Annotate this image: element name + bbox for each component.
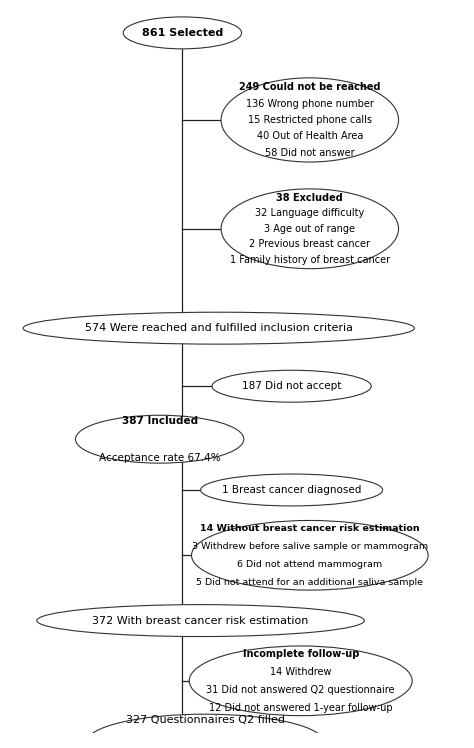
Ellipse shape [23,312,414,344]
Ellipse shape [75,415,244,463]
Text: 861 Selected: 861 Selected [142,28,223,38]
Ellipse shape [201,474,383,506]
Text: 6 Did not attend mammogram: 6 Did not attend mammogram [237,560,383,568]
Text: 187 Did not accept: 187 Did not accept [242,381,341,391]
Text: 12 Did not answered 1-year follow-up: 12 Did not answered 1-year follow-up [209,703,392,713]
Text: 372 With breast cancer risk estimation: 372 With breast cancer risk estimation [92,616,309,625]
Text: 3 Withdrew before salive sample or mammogram: 3 Withdrew before salive sample or mammo… [192,542,428,551]
Text: 14 Without breast cancer risk estimation: 14 Without breast cancer risk estimation [200,524,419,533]
Text: 15 Restricted phone calls: 15 Restricted phone calls [248,115,372,125]
Text: 5 Did not attend for an additional saliva sample: 5 Did not attend for an additional saliv… [196,577,423,586]
Text: 38 Excluded: 38 Excluded [276,193,343,203]
Text: 40 Out of Health Area: 40 Out of Health Area [256,131,363,141]
Text: 574 Were reached and fulfilled inclusion criteria: 574 Were reached and fulfilled inclusion… [85,323,353,333]
Text: 32 Language difficulty: 32 Language difficulty [255,208,365,218]
Text: 14 Withdrew: 14 Withdrew [270,666,331,677]
Ellipse shape [37,604,365,637]
Text: 387 Included: 387 Included [121,416,198,426]
Ellipse shape [189,646,412,716]
Text: 58 Did not answer: 58 Did not answer [265,147,355,158]
Text: 249 Could not be reached: 249 Could not be reached [239,82,381,92]
Text: 1 Breast cancer diagnosed: 1 Breast cancer diagnosed [222,485,361,495]
Text: 2 Previous breast cancer: 2 Previous breast cancer [249,239,370,249]
Ellipse shape [123,17,242,49]
Ellipse shape [87,714,323,748]
Ellipse shape [212,370,371,402]
Text: Incomplete follow-up: Incomplete follow-up [243,649,359,659]
Ellipse shape [221,78,399,162]
Text: Acceptance rate 67.4%: Acceptance rate 67.4% [99,453,220,463]
Ellipse shape [191,521,428,590]
Text: 136 Wrong phone number: 136 Wrong phone number [246,99,374,108]
Text: 3 Age out of range: 3 Age out of range [264,224,356,234]
Text: 327 Questionnaires Q2 filled: 327 Questionnaires Q2 filled [126,715,285,726]
Text: 1 Family history of breast cancer: 1 Family history of breast cancer [230,255,390,265]
Ellipse shape [221,189,399,269]
Text: 31 Did not answered Q2 questionnaire: 31 Did not answered Q2 questionnaire [207,685,395,695]
